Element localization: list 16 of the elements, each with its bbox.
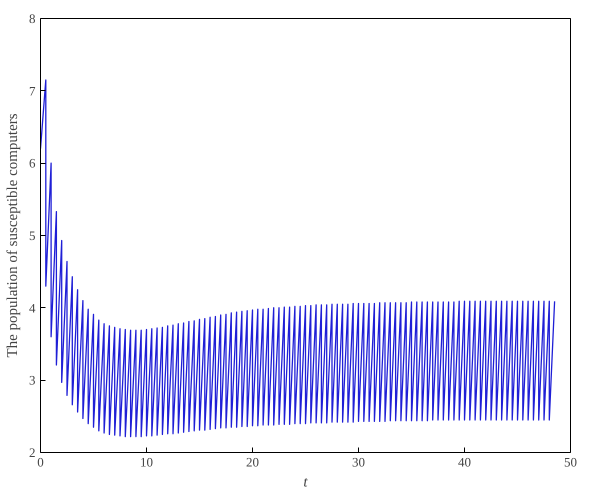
y-tick-label: 3	[29, 372, 36, 388]
x-tick-label: 50	[564, 454, 577, 470]
line-series	[40, 79, 556, 438]
x-tick-label: 20	[246, 454, 259, 470]
x-tick-label: 10	[140, 454, 153, 470]
y-tick-label: 2	[29, 445, 36, 460]
x-axis-title: t	[303, 474, 308, 490]
x-tick-label: 0	[37, 454, 44, 470]
y-axis-title: The population of susceptible computers	[5, 113, 21, 358]
y-tick-label: 7	[29, 83, 36, 98]
x-tick-label: 40	[458, 454, 471, 470]
y-tick-label: 4	[29, 300, 36, 316]
y-tick-label: 8	[29, 11, 36, 26]
y-tick-label: 5	[29, 228, 36, 243]
y-tick-label: 6	[29, 156, 36, 171]
x-tick-label: 30	[352, 454, 365, 470]
